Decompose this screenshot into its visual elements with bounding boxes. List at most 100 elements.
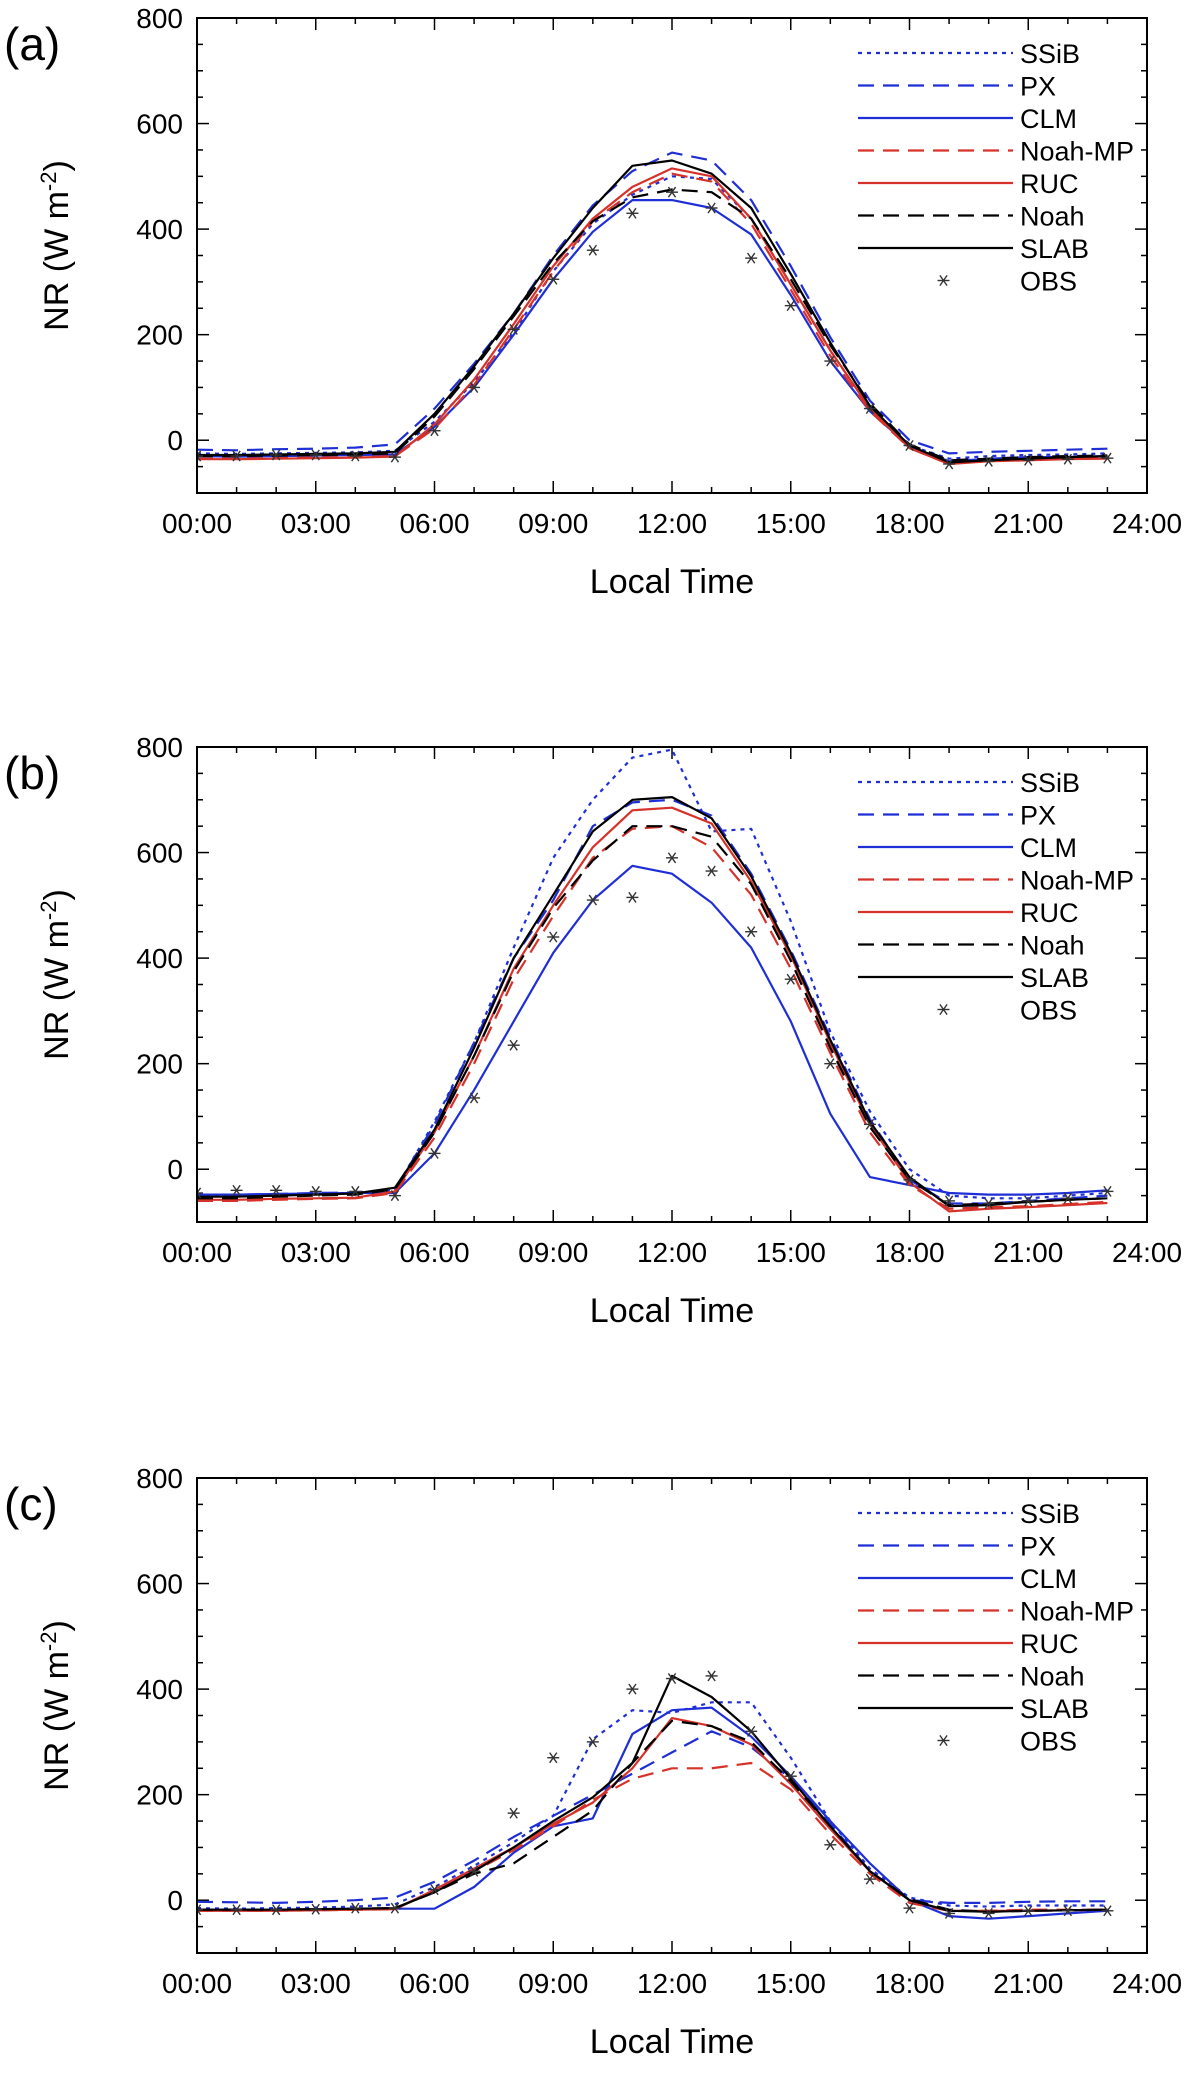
obs-point xyxy=(863,403,876,415)
x-tick-label: 09:00 xyxy=(518,1237,588,1268)
series-line-ssib xyxy=(197,1701,1108,1910)
obs-point xyxy=(666,1673,678,1685)
obs-star-stroke xyxy=(549,273,558,285)
series-line-px xyxy=(197,151,1108,455)
obs-point xyxy=(1101,1185,1114,1197)
obs-star-stroke xyxy=(311,1185,320,1197)
obs-point xyxy=(705,1670,718,1682)
x-tick-label: 06:00 xyxy=(399,1968,469,1999)
series-line-noah xyxy=(197,825,1108,1207)
obs-point xyxy=(349,1185,362,1197)
legend-label: SLAB xyxy=(1020,1694,1089,1724)
obs-point xyxy=(824,1058,837,1070)
obs-star-stroke xyxy=(197,1187,202,1195)
obs-star-stroke xyxy=(549,931,558,943)
obs-star-stroke xyxy=(1063,1192,1073,1204)
obs-point xyxy=(626,207,639,219)
panel-label: (b) xyxy=(4,747,60,799)
legend-label: Noah xyxy=(1020,931,1085,961)
obs-star-stroke xyxy=(786,1770,795,1782)
plot-frame xyxy=(196,1477,1148,1954)
chart-panel-1: (a) 0 200 400 600 800 00:00 03:00 06:00 09:00 12:0… xyxy=(4,3,1182,601)
series-line-px xyxy=(197,1730,1108,1905)
series-line-noah xyxy=(197,188,1108,462)
obs-star-stroke xyxy=(905,1902,914,1914)
obs-star-stroke xyxy=(351,1185,360,1197)
obs-star-stroke xyxy=(351,450,360,462)
obs-point xyxy=(705,202,718,214)
series-line-ruc xyxy=(197,806,1108,1213)
obs-point xyxy=(309,449,322,461)
x-tick-label: 12:00 xyxy=(637,1237,707,1268)
legend-label: PX xyxy=(1020,1532,1056,1562)
obs-point xyxy=(1022,1905,1035,1917)
x-axis-label: Local Time xyxy=(590,563,754,601)
obs-point xyxy=(943,1195,956,1207)
y-tick-label: 600 xyxy=(136,109,183,140)
obs-star-stroke xyxy=(588,244,598,256)
y-tick-label: 800 xyxy=(136,3,183,34)
obs-star-stroke xyxy=(786,300,795,312)
obs-star-stroke xyxy=(1024,1195,1033,1207)
obs-star-stroke xyxy=(271,449,281,461)
series-line-px xyxy=(197,798,1108,1205)
y-tick-label: 400 xyxy=(136,943,183,974)
obs-star-stroke xyxy=(707,1670,716,1682)
obs-point xyxy=(626,891,639,903)
y-axis-label: NR (W m-2) xyxy=(36,889,76,1060)
x-tick-label: 00:00 xyxy=(162,1237,232,1268)
obs-point xyxy=(784,973,797,985)
obs-star-stroke xyxy=(390,1190,400,1202)
y-tick-label: 200 xyxy=(136,320,183,351)
obs-star-stroke xyxy=(628,1683,637,1695)
obs-star-stroke xyxy=(667,186,677,198)
obs-point xyxy=(863,1118,876,1130)
y-tick-label: 200 xyxy=(136,1780,183,1811)
obs-star-stroke xyxy=(944,1195,954,1207)
x-tick-label: 15:00 xyxy=(756,508,826,539)
obs-point xyxy=(270,1184,283,1196)
legend-label: Noah-MP xyxy=(1020,137,1134,167)
obs-star-stroke xyxy=(944,458,954,470)
x-tick-label: 03:00 xyxy=(281,1237,351,1268)
x-axis-label: Local Time xyxy=(590,1292,754,1330)
obs-point xyxy=(428,425,441,437)
obs-star-stroke xyxy=(905,439,914,452)
obs-point xyxy=(982,1907,995,1919)
obs-star-stroke xyxy=(469,1865,479,1877)
obs-point xyxy=(666,186,678,198)
obs-point xyxy=(982,455,995,467)
plot-frame xyxy=(196,17,1148,494)
obs-point xyxy=(468,1092,481,1104)
obs-star-stroke xyxy=(430,1884,439,1896)
y-tick-label: 800 xyxy=(136,1463,183,1494)
obs-star-stroke xyxy=(865,403,875,415)
plot-area xyxy=(197,151,1114,470)
series-line-ruc xyxy=(197,1716,1108,1912)
x-tick-label: 12:00 xyxy=(637,508,707,539)
obs-point xyxy=(745,252,758,264)
x-axis-label: Local Time xyxy=(590,2023,754,2061)
obs-point xyxy=(745,1725,758,1737)
obs-point xyxy=(1022,454,1035,466)
obs-star-stroke xyxy=(984,1198,993,1210)
obs-star-stroke xyxy=(271,1904,281,1916)
legend-label: SSiB xyxy=(1020,1499,1080,1529)
y-tick-label: 0 xyxy=(167,425,183,456)
obs-star-stroke xyxy=(826,1839,835,1851)
series-line-clm xyxy=(197,864,1108,1196)
obs-star-stroke xyxy=(197,1908,202,1916)
legend-label: CLM xyxy=(1020,833,1077,863)
obs-star-stroke xyxy=(984,455,993,467)
legend-obs-marker xyxy=(937,1003,950,1016)
chart-panel-2: (b) 0 200 400 600 800 00:00 03:00 06:00 09:00 12:0… xyxy=(4,732,1182,1330)
x-tick-label: 24:00 xyxy=(1112,1968,1182,1999)
obs-point xyxy=(666,852,678,864)
y-axis-label: NR (W m-2) xyxy=(36,160,76,331)
obs-point xyxy=(943,458,956,470)
obs-point xyxy=(270,449,283,461)
y-tick-label: 800 xyxy=(136,732,183,763)
